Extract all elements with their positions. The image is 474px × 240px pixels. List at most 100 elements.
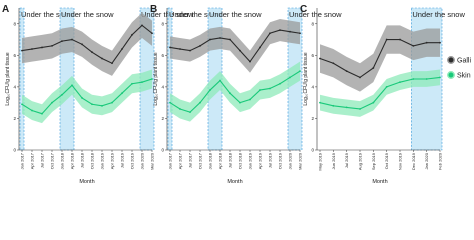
x-tick-label: Jul 2019 [120,152,125,168]
data-point [141,81,143,84]
data-point [412,78,415,80]
data-point [169,46,171,49]
legend-label: Galli [457,58,471,65]
x-tick-label: Oct 2017 [50,152,55,169]
y-tick-label: 8 [161,21,164,26]
data-point [31,48,33,50]
data-point [131,82,133,85]
x-tick-label: Oct 2019 [278,152,283,169]
data-point [439,76,441,79]
x-tick-label: Sep 2019 [371,152,376,170]
x-tick-label: Dec 2019 [411,152,416,170]
data-point [399,38,401,41]
data-point [269,87,271,90]
data-point [91,51,93,54]
data-point [209,89,211,91]
x-tick-label: Mar 2020 [150,152,155,170]
y-tick-label: 4 [13,84,16,89]
data-point [229,92,231,95]
data-point [91,103,93,106]
x-tick-label: Apr 2018 [218,152,223,169]
x-tick-label: Aug 2019 [358,152,363,170]
data-point [385,85,388,88]
confidence-band [320,69,440,117]
y-tick-label: 2 [161,116,164,121]
y-tick-label: 2 [13,116,16,121]
x-tick-label: Jan 2020 [424,152,429,169]
data-point [259,89,261,91]
y-axis-label: Log₁₀CFU/g plant tissue [5,52,11,105]
data-point [332,62,335,65]
y-tick-label: 4 [311,84,314,89]
data-point [71,38,73,41]
data-point [141,24,143,27]
data-point [249,60,251,63]
y-tick-label: 6 [311,53,314,58]
x-tick-label: Jul 2018 [228,152,233,168]
y-tick-label: 0 [13,148,16,153]
y-axis-label: Log₁₀CFU/g plant tissue [303,52,309,105]
x-tick-label: Jan 2019 [100,152,105,169]
data-point [121,92,123,95]
data-point [209,38,211,41]
data-point [359,76,361,79]
snow-label: Under the snow [141,10,194,19]
data-point [299,32,301,35]
x-tick-label: Jan 2018 [60,152,65,169]
data-point [101,104,103,107]
x-tick-label: Apr 2017 [30,152,35,169]
data-point [179,108,181,110]
data-point [131,33,133,36]
data-point [21,103,23,106]
data-point [21,49,23,52]
x-tick-label: Jul 2019 [268,152,273,168]
x-tick-label: Apr 2019 [258,152,263,169]
y-tick-label: 8 [311,21,314,26]
data-point [399,81,401,84]
data-point [289,76,291,79]
data-point [289,30,291,33]
data-point [345,106,348,109]
data-point [169,101,171,104]
data-point [199,101,201,104]
confidence-band [170,61,300,122]
y-tick-label: 8 [13,21,16,26]
legend-marker [447,71,455,79]
x-tick-label: May 2019 [318,152,323,170]
data-point [71,84,73,87]
x-tick-label: Jan 2020 [288,152,293,169]
data-point [259,46,261,49]
y-tick-label: 0 [161,148,164,153]
x-tick-label: Jan 2017 [20,152,25,169]
data-point [359,108,361,110]
data-point [239,101,241,104]
data-point [41,112,43,115]
data-point [81,97,83,99]
data-point [345,70,348,73]
x-tick-label: Oct 2018 [238,152,243,169]
x-tick-label: Nov 2019 [398,152,403,170]
panel-title: A [2,4,9,15]
data-point [151,78,153,80]
snow-region [19,7,25,151]
data-point [249,98,251,101]
y-axis-label: Log₁₀CFU/g plant tissue [153,52,159,105]
data-point [319,101,321,104]
x-tick-label: Jan 2018 [208,152,213,169]
data-point [61,93,63,96]
data-point [372,67,375,69]
x-tick-label: Feb 2020 [438,152,443,170]
series-line [169,29,301,63]
x-tick-label: Jul 2019 [344,152,349,168]
data-point [179,48,181,50]
data-point [121,48,123,50]
snow-label: Under the snow [412,10,465,19]
x-tick-label: Oct 2019 [130,152,135,169]
snow-label: Under the snow [209,10,262,19]
x-tick-label: Oct 2017 [198,152,203,169]
data-point [189,49,191,52]
data-point [269,32,271,35]
data-point [425,41,428,44]
x-axis-label: Month [372,179,387,185]
data-point [412,44,415,47]
